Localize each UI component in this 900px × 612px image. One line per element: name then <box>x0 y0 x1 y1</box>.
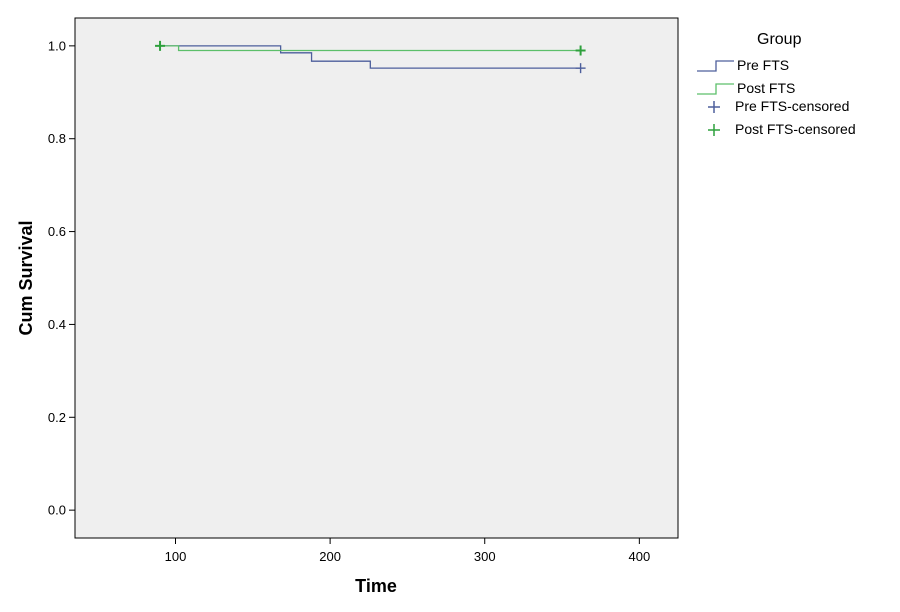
legend-line-1 <box>697 60 734 72</box>
y-axis: 0.0 0.2 0.4 0.6 0.8 1.0 <box>48 38 75 518</box>
censor-mark-2 <box>155 40 166 51</box>
legend-label-1: Pre FTS <box>737 57 789 73</box>
y-tick-label: 0.2 <box>48 410 66 425</box>
y-tick-label: 0.6 <box>48 224 66 239</box>
censor-mark-2 <box>575 45 586 56</box>
legend-label-3: Pre FTS-censored <box>735 98 849 114</box>
x-tick-label: 300 <box>474 549 496 564</box>
censor-mark-1 <box>575 63 586 74</box>
legend-title: Group <box>757 31 802 48</box>
legend-line-2 <box>697 83 734 95</box>
legend-label-4: Post FTS-censored <box>735 121 856 137</box>
legend-label-2: Post FTS <box>737 80 795 96</box>
y-tick-label: 0.4 <box>48 317 66 332</box>
legend-censor-2 <box>708 124 720 136</box>
x-axis: 100 200 300 400 <box>165 538 650 564</box>
series-line-2 <box>160 45 581 52</box>
series-layer <box>155 40 586 74</box>
y-axis-title: Cum Survival <box>16 220 36 335</box>
series-line-1 <box>160 45 581 69</box>
y-tick-label: 0.0 <box>48 503 66 518</box>
y-tick-label: 1.0 <box>48 38 66 53</box>
x-axis-title: Time <box>355 576 397 596</box>
legend-censor-1 <box>708 101 720 113</box>
x-tick-label: 100 <box>165 549 187 564</box>
legend: Group Pre FTS Post FTS Pre FTS-censored Pos… <box>697 31 856 137</box>
x-tick-label: 400 <box>628 549 650 564</box>
plot-area <box>74 17 679 539</box>
y-tick-label: 0.8 <box>48 131 66 146</box>
x-tick-label: 200 <box>319 549 341 564</box>
